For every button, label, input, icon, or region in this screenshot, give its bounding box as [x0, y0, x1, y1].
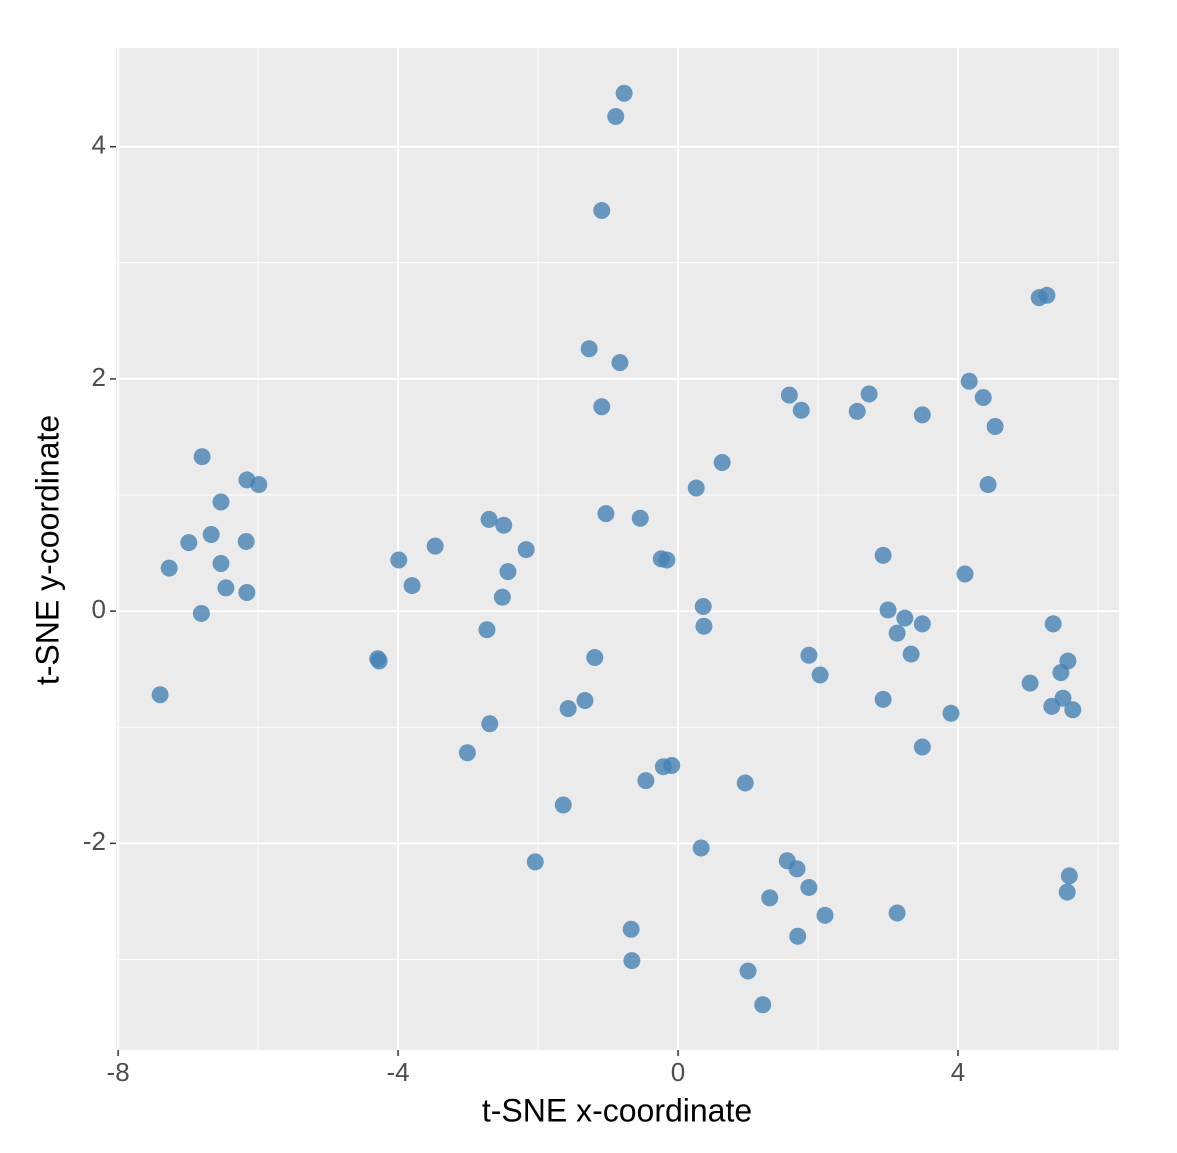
point — [202, 525, 220, 543]
x-tick-label: 0 — [671, 1057, 685, 1087]
point — [848, 402, 866, 420]
point — [212, 493, 230, 511]
point — [913, 615, 931, 633]
point — [1021, 674, 1039, 692]
point — [526, 853, 544, 871]
point — [695, 617, 713, 635]
point — [942, 704, 960, 722]
point — [151, 686, 169, 704]
point — [623, 952, 641, 970]
point — [800, 878, 818, 896]
point — [1043, 697, 1061, 715]
point — [860, 385, 878, 403]
point — [658, 551, 676, 569]
point — [559, 700, 577, 718]
point — [888, 624, 906, 642]
point — [495, 516, 513, 534]
x-tick-label: -4 — [387, 1057, 410, 1087]
y-tick-label: 4 — [92, 130, 106, 160]
point — [788, 860, 806, 878]
point — [780, 386, 798, 404]
point — [611, 354, 629, 372]
point — [597, 505, 615, 523]
point — [517, 541, 535, 559]
point — [480, 510, 498, 528]
point — [902, 645, 920, 663]
point — [212, 555, 230, 573]
point — [739, 962, 757, 980]
y-tick-label: -2 — [83, 826, 106, 856]
point — [458, 744, 476, 762]
x-tick-label: -8 — [107, 1057, 130, 1087]
point — [580, 340, 598, 358]
point — [979, 476, 997, 494]
point — [1060, 867, 1078, 885]
point — [956, 565, 974, 583]
point — [481, 715, 499, 733]
point — [888, 904, 906, 922]
point — [193, 448, 211, 466]
point — [615, 84, 633, 102]
point — [654, 758, 672, 776]
point — [478, 621, 496, 639]
point — [960, 372, 978, 390]
point — [913, 738, 931, 756]
point — [238, 584, 256, 602]
point — [789, 927, 807, 945]
point — [1058, 883, 1076, 901]
point — [736, 774, 754, 792]
y-axis-title: t-SNE y-coordinate — [29, 415, 65, 685]
point — [713, 454, 731, 472]
point — [1064, 701, 1082, 719]
point — [586, 649, 604, 667]
point — [160, 559, 178, 577]
point — [879, 601, 897, 619]
point — [237, 532, 255, 550]
point — [622, 920, 640, 938]
point — [250, 476, 268, 494]
point — [192, 604, 210, 622]
point — [800, 646, 818, 664]
point — [426, 537, 444, 555]
point — [499, 563, 517, 581]
point — [217, 579, 235, 597]
point — [637, 772, 655, 790]
x-axis-title: t-SNE x-coordinate — [482, 1092, 752, 1128]
point — [874, 690, 892, 708]
point — [874, 546, 892, 564]
y-tick-label: 0 — [92, 594, 106, 624]
point — [370, 652, 388, 670]
point — [1044, 615, 1062, 633]
point — [607, 108, 625, 126]
point — [554, 796, 572, 814]
point — [694, 597, 712, 615]
point — [593, 202, 611, 220]
point — [913, 406, 931, 424]
point — [493, 588, 511, 606]
point — [403, 577, 421, 595]
point — [1038, 286, 1056, 304]
y-tick-label: 2 — [92, 362, 106, 392]
point — [692, 839, 710, 857]
point — [811, 666, 829, 684]
point — [631, 509, 649, 527]
x-tick-label: 4 — [951, 1057, 965, 1087]
point — [792, 401, 810, 419]
point — [986, 418, 1004, 436]
point — [390, 551, 408, 569]
point — [687, 479, 705, 497]
point — [180, 534, 198, 552]
point — [576, 692, 594, 710]
point — [1052, 664, 1070, 682]
point — [816, 906, 834, 924]
point — [754, 996, 772, 1014]
point — [896, 609, 914, 627]
point — [593, 398, 611, 416]
panel — [116, 48, 1119, 1050]
point — [974, 388, 992, 406]
point — [761, 889, 779, 907]
